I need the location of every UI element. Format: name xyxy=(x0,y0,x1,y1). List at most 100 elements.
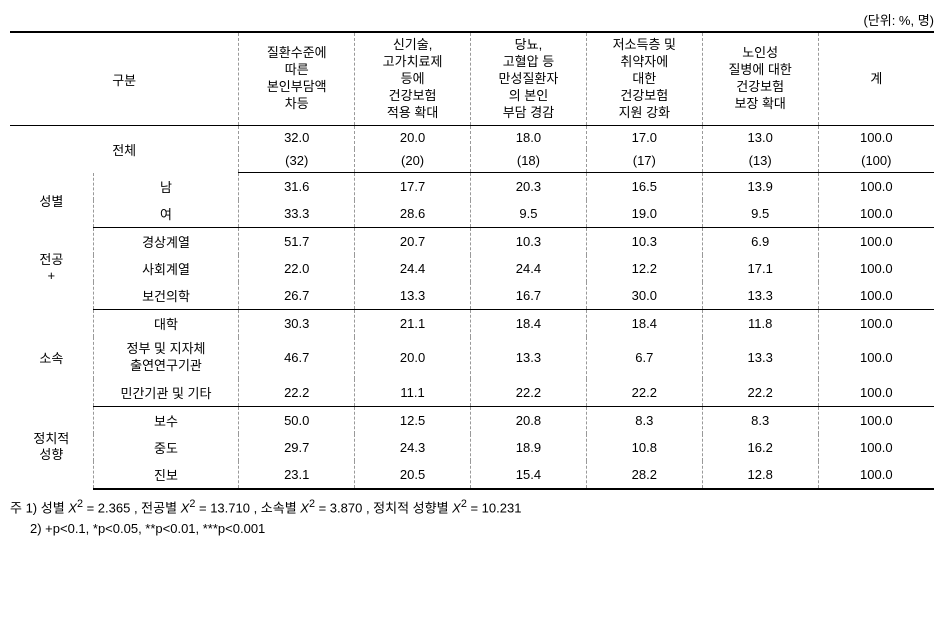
cell: 30.3 xyxy=(239,309,355,337)
cell: (20) xyxy=(355,149,471,173)
data-table: 구분 질환수준에따른본인부담액차등 신기술,고가치료제등에건강보험적용 확대 당… xyxy=(10,31,934,490)
row-label: 보건의학 xyxy=(93,282,239,310)
cell: 20.5 xyxy=(355,461,471,489)
cell: 100.0 xyxy=(818,126,934,150)
cell: 6.9 xyxy=(702,227,818,255)
cell: 8.3 xyxy=(702,406,818,434)
row-label: 경상계열 xyxy=(93,227,239,255)
cell: 13.3 xyxy=(702,282,818,310)
row-label: 중도 xyxy=(93,434,239,461)
cell: 100.0 xyxy=(818,379,934,407)
cell: 30.0 xyxy=(586,282,702,310)
cell: 20.0 xyxy=(355,126,471,150)
row-label: 정부 및 지자체출연연구기관 xyxy=(93,337,239,379)
cell: 19.0 xyxy=(586,200,702,228)
cell: 100.0 xyxy=(818,200,934,228)
cell: 20.0 xyxy=(355,337,471,379)
cell: 22.0 xyxy=(239,255,355,282)
cell: 100.0 xyxy=(818,406,934,434)
cell: 11.8 xyxy=(702,309,818,337)
cell: 51.7 xyxy=(239,227,355,255)
cell: 100.0 xyxy=(818,461,934,489)
cell: 8.3 xyxy=(586,406,702,434)
row-label: 남 xyxy=(93,173,239,200)
cell: 100.0 xyxy=(818,434,934,461)
cell: 18.9 xyxy=(471,434,587,461)
row-label: 보수 xyxy=(93,406,239,434)
cell: 23.1 xyxy=(239,461,355,489)
header-col5: 노인성질병에 대한건강보험보장 확대 xyxy=(702,32,818,126)
footnote-2: 2) +p<0.1, *p<0.05, **p<0.01, ***p<0.001 xyxy=(10,519,934,540)
cell: 26.7 xyxy=(239,282,355,310)
total-label: 전체 xyxy=(10,126,239,173)
cell: 29.7 xyxy=(239,434,355,461)
unit-label: (단위: %, 명) xyxy=(10,10,934,29)
cell: 16.5 xyxy=(586,173,702,200)
row-label: 사회계열 xyxy=(93,255,239,282)
cell: 24.3 xyxy=(355,434,471,461)
cell: 13.9 xyxy=(702,173,818,200)
cell: 21.1 xyxy=(355,309,471,337)
group-label: 성별 xyxy=(10,173,93,228)
cell: 9.5 xyxy=(471,200,587,228)
row-label: 민간기관 및 기타 xyxy=(93,379,239,407)
cell: 12.2 xyxy=(586,255,702,282)
cell: 15.4 xyxy=(471,461,587,489)
header-col4: 저소득층 및취약자에대한건강보험지원 강화 xyxy=(586,32,702,126)
cell: 22.2 xyxy=(702,379,818,407)
cell: 24.4 xyxy=(471,255,587,282)
cell: 100.0 xyxy=(818,337,934,379)
row-label: 여 xyxy=(93,200,239,228)
cell: 20.3 xyxy=(471,173,587,200)
header-col1: 질환수준에따른본인부담액차등 xyxy=(239,32,355,126)
cell: 22.2 xyxy=(471,379,587,407)
cell: 22.2 xyxy=(239,379,355,407)
cell: (32) xyxy=(239,149,355,173)
cell: 24.4 xyxy=(355,255,471,282)
cell: 20.8 xyxy=(471,406,587,434)
cell: 12.5 xyxy=(355,406,471,434)
cell: 50.0 xyxy=(239,406,355,434)
cell: 9.5 xyxy=(702,200,818,228)
row-label: 진보 xyxy=(93,461,239,489)
cell: (18) xyxy=(471,149,587,173)
cell: 18.4 xyxy=(471,309,587,337)
cell: 10.8 xyxy=(586,434,702,461)
footnote-1: 주 1) 성별 X2 = 2.365 , 전공별 X2 = 13.710 , 소… xyxy=(10,496,934,519)
cell: (13) xyxy=(702,149,818,173)
cell: 22.2 xyxy=(586,379,702,407)
cell: 100.0 xyxy=(818,309,934,337)
group-label: 전공+ xyxy=(10,227,93,309)
cell: (100) xyxy=(818,149,934,173)
cell: 13.3 xyxy=(355,282,471,310)
header-col3: 당뇨,고혈압 등만성질환자의 본인부담 경감 xyxy=(471,32,587,126)
cell: 100.0 xyxy=(818,173,934,200)
cell: 13.0 xyxy=(702,126,818,150)
cell: 10.3 xyxy=(471,227,587,255)
cell: 10.3 xyxy=(586,227,702,255)
header-col2: 신기술,고가치료제등에건강보험적용 확대 xyxy=(355,32,471,126)
cell: 13.3 xyxy=(471,337,587,379)
cell: 11.1 xyxy=(355,379,471,407)
cell: 100.0 xyxy=(818,282,934,310)
group-label: 정치적성향 xyxy=(10,406,93,489)
cell: 33.3 xyxy=(239,200,355,228)
cell: 18.4 xyxy=(586,309,702,337)
cell: 6.7 xyxy=(586,337,702,379)
cell: 16.2 xyxy=(702,434,818,461)
row-label: 대학 xyxy=(93,309,239,337)
cell: (17) xyxy=(586,149,702,173)
cell: 28.2 xyxy=(586,461,702,489)
cell: 17.1 xyxy=(702,255,818,282)
header-category: 구분 xyxy=(10,32,239,126)
cell: 28.6 xyxy=(355,200,471,228)
cell: 12.8 xyxy=(702,461,818,489)
footnotes: 주 1) 성별 X2 = 2.365 , 전공별 X2 = 13.710 , 소… xyxy=(10,496,934,540)
cell: 100.0 xyxy=(818,227,934,255)
group-label: 소속 xyxy=(10,309,93,406)
cell: 16.7 xyxy=(471,282,587,310)
cell: 17.0 xyxy=(586,126,702,150)
cell: 13.3 xyxy=(702,337,818,379)
header-col6: 계 xyxy=(818,32,934,126)
cell: 46.7 xyxy=(239,337,355,379)
